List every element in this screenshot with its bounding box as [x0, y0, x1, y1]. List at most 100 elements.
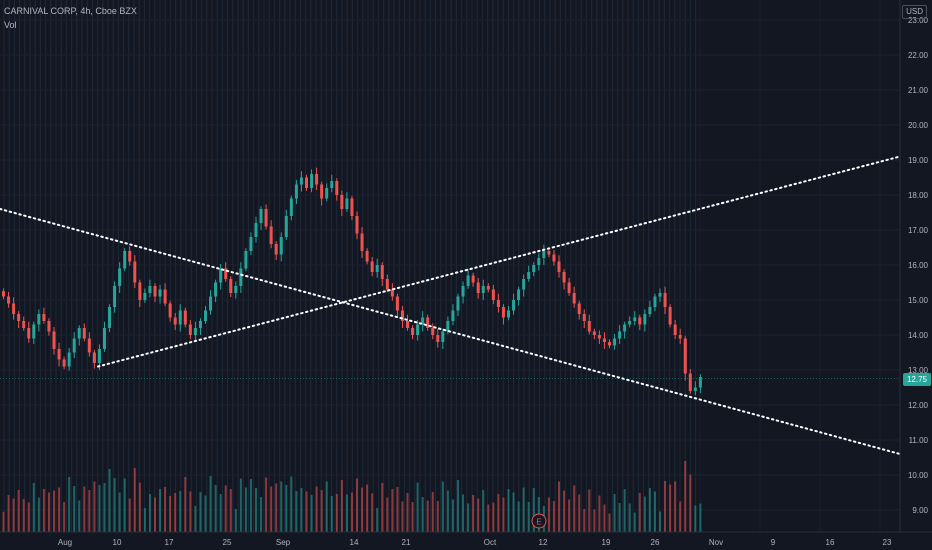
candle-body: [698, 377, 702, 388]
currency-button[interactable]: USD: [902, 5, 927, 19]
volume-bar: [628, 503, 631, 532]
candle-body: [103, 328, 106, 349]
candle-body: [653, 296, 657, 307]
volume-bar: [457, 480, 459, 532]
trendline-descending: [0, 208, 901, 455]
candle-body: [178, 310, 182, 325]
volume-bar: [229, 489, 232, 532]
candle-body: [22, 321, 26, 328]
volume-bar: [472, 495, 475, 532]
last-price-label: 12.75: [902, 373, 931, 386]
price-tick-label: 20.00: [908, 121, 929, 130]
volume-bar: [462, 494, 465, 532]
volume-bar: [219, 494, 222, 532]
candle-body: [628, 321, 632, 325]
candle-body: [153, 286, 157, 297]
trendlines[interactable]: [0, 155, 901, 455]
candle-body: [406, 321, 409, 328]
volume-bar: [588, 489, 591, 532]
volume-bar: [431, 492, 434, 532]
candle-body: [77, 328, 81, 339]
volume-bar: [547, 497, 550, 532]
price-tick-label: 12.00: [908, 401, 929, 410]
volume-bar: [63, 502, 66, 532]
earnings-marker[interactable]: E: [531, 513, 547, 529]
candle-body: [32, 324, 36, 339]
volume-bar: [376, 508, 379, 532]
candle-body: [2, 291, 5, 297]
candle-body: [62, 359, 66, 367]
volume-bar: [199, 492, 202, 532]
price-tick-label: 10.00: [908, 471, 929, 480]
volume-bar: [664, 481, 667, 532]
volume-bar: [653, 491, 656, 532]
candle-body: [385, 279, 389, 290]
candle-body: [613, 338, 617, 346]
volume-bar: [154, 497, 156, 532]
candle-body: [92, 352, 96, 363]
volume-bar: [93, 481, 96, 532]
volume-bar: [436, 501, 439, 532]
volume-indicator-label[interactable]: Vol: [4, 20, 17, 30]
candle-body: [663, 293, 667, 307]
candle-body: [496, 300, 500, 307]
candle-body: [345, 198, 349, 209]
candle-body: [416, 324, 420, 335]
candle-body: [57, 349, 61, 360]
candle-body: [133, 261, 137, 283]
volume-bar: [406, 493, 409, 532]
candle-body: [592, 331, 596, 335]
chart-grid: [0, 0, 900, 532]
price-tick-label: 21.00: [908, 86, 929, 95]
candle-body: [42, 314, 46, 321]
volume-bar: [12, 498, 15, 532]
candle-body: [431, 328, 435, 335]
candle-body: [234, 286, 238, 293]
volume-bar: [684, 461, 687, 532]
candle-body: [118, 268, 122, 286]
volume-bar: [446, 490, 449, 532]
time-tick-label: 26: [651, 538, 660, 547]
candle-body: [557, 261, 561, 272]
candle-body: [47, 321, 51, 332]
candle-body: [108, 307, 112, 328]
candle-body: [244, 251, 248, 269]
volume-bar: [305, 491, 308, 532]
candle-body: [658, 293, 662, 297]
candle-body: [446, 321, 450, 332]
candle-body: [17, 314, 21, 321]
candle-body: [608, 342, 611, 346]
volume-bar: [68, 477, 71, 532]
price-axis[interactable]: 23.00 22.00 21.00 20.00 19.00 18.00 17.00 16.00…: [899, 0, 932, 550]
volume-bar: [83, 486, 86, 532]
candle-body: [537, 258, 541, 265]
candle-body: [239, 268, 243, 286]
candle-body: [299, 177, 303, 185]
candle-body: [507, 310, 510, 318]
time-axis[interactable]: Aug 10 17 25 Sep 14 21 Oct 12 19 26 Nov 9 16 23: [0, 531, 932, 550]
candle-body: [350, 198, 354, 216]
volume-bar: [113, 478, 116, 532]
volume-bar: [27, 502, 30, 532]
volume-bar: [643, 496, 646, 532]
candle-body: [522, 279, 526, 290]
candle-body: [214, 282, 218, 297]
time-tick-label: 17: [165, 538, 174, 547]
candle-body: [254, 223, 258, 237]
candle-body: [209, 296, 213, 311]
time-tick-label: 21: [402, 538, 411, 547]
volume-bar: [441, 481, 444, 532]
volume-bar: [396, 487, 399, 532]
volume-bar: [659, 511, 661, 532]
volume-bar: [522, 487, 525, 532]
volume-bar: [78, 500, 81, 532]
candle-body: [436, 335, 440, 342]
volume-bar: [37, 497, 40, 532]
volume-bar: [184, 477, 187, 532]
volume-bar: [255, 488, 257, 532]
volume-bar: [487, 504, 490, 532]
candle-body: [305, 177, 308, 188]
instrument-title[interactable]: CARNIVAL CORP, 4h, Cboe BZX: [4, 6, 137, 16]
candle-body: [451, 310, 455, 321]
